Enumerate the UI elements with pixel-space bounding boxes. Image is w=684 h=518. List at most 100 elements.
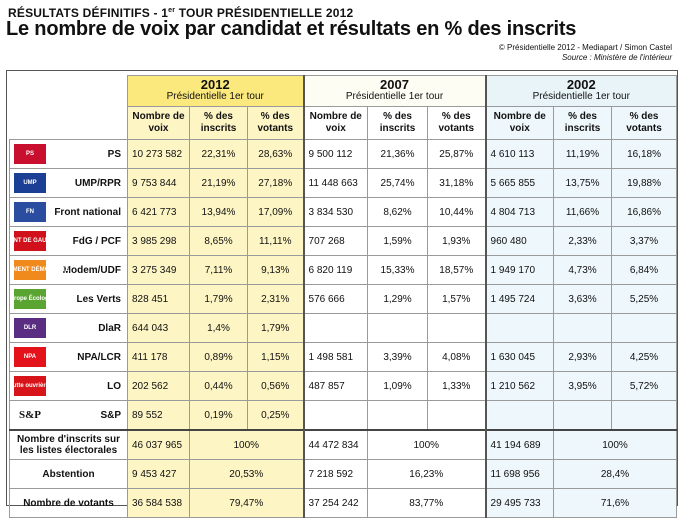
summary-votes-2012: 46 037 965 [127,429,190,460]
pct-votants-2007 [427,400,487,431]
table-row: DLR DlaR 644 043 1,4% 1,79% [9,313,678,343]
votes-2012: 202 562 [127,371,190,401]
summary-pct-2007: 83,77% [367,488,487,518]
table-row: UMP UMP/RPR 9 753 844 21,19% 27,18% 11 448 66… [9,168,678,198]
pct-votants-2007: 1,33% [427,371,487,401]
votes-2012: 3 985 298 [127,226,190,256]
summary-pct-2002: 100% [553,429,678,460]
votes-2002: 960 480 [484,226,555,256]
party-logo-icon: MOUVEMENT DÉMOCRATE [11,260,69,280]
corner-blank [10,76,128,140]
votes-2002: 5 665 855 [484,168,555,198]
pct-inscrits-2012: 7,11% [189,255,248,285]
pct-inscrits-2012: 21,19% [189,168,248,198]
pct-inscrits-2002: 11,19% [553,139,613,169]
pct-votants-2002 [611,400,678,431]
pct-votants-2012: 0,56% [246,371,305,401]
year-header-2007: 2007 Présidentielle 1er tour [302,75,487,107]
table-row: Europe Écologie Les Verts 828 451 1,79% 2,31… [9,284,678,314]
pct-votants-2007: 4,08% [427,342,487,372]
col-votes-2007: Nombre de voix [302,106,369,140]
votes-2012: 3 275 349 [127,255,190,285]
pct-votants-2002: 6,84% [611,255,678,285]
pct-inscrits-2012: 1,4% [189,313,248,343]
pct-votants-2007: 10,44% [427,197,487,227]
votes-2002: 1 495 724 [484,284,555,314]
votes-2002: 1 210 562 [484,371,555,401]
source-line: Source : Ministère de l'intérieur [561,53,672,62]
party-cell: DLR DlaR [9,313,128,343]
pct-inscrits-2002: 3,63% [553,284,613,314]
pct-votants-2002: 19,88% [611,168,678,198]
party-logo-icon: S&P [14,405,46,425]
summary-votes-2002: 41 194 689 [484,429,555,460]
party-name: LO [107,380,121,392]
pct-inscrits-2012: 22,31% [189,139,248,169]
pct-inscrits-2012: 0,44% [189,371,248,401]
pct-inscrits-2002: 3,95% [553,371,613,401]
party-name: NPA/LCR [77,351,121,363]
party-logo-icon: DLR [14,318,46,338]
pct-votants-2012: 9,13% [246,255,305,285]
pct-votants-2002: 4,25% [611,342,678,372]
summary-votes-2007: 7 218 592 [302,459,369,489]
party-cell: FN Front national [9,197,128,227]
summary-votes-2002: 29 495 733 [484,488,555,518]
party-cell: NPA NPA/LCR [9,342,128,372]
votes-2007: 9 500 112 [302,139,369,169]
pct-votants-2002: 3,37% [611,226,678,256]
votes-2007: 487 857 [302,371,369,401]
pct-inscrits-2007 [367,400,429,431]
results-body: 2012 Présidentielle 1er tour 2007 Président… [9,75,678,518]
pct-votants-2012: 0,25% [246,400,305,431]
pct-inscrits-2007: 25,74% [367,168,429,198]
pct-votants-2002 [611,313,678,343]
votes-2012: 6 421 773 [127,197,190,227]
pct-inscrits-2007: 15,33% [367,255,429,285]
party-name: S&P [100,409,121,421]
pct-inscrits-2002: 4,73% [553,255,613,285]
pct-inscrits-2002 [553,313,613,343]
party-cell: FRONT DE GAUCHE FdG / PCF [9,226,128,256]
summary-row: Nombre d'inscrits sur les listes élector… [9,429,678,460]
pct-votants-2002: 16,18% [611,139,678,169]
col-votes-2012: Nombre de voix [127,106,190,140]
pct-votants-2012: 17,09% [246,197,305,227]
votes-2012: 411 178 [127,342,190,372]
table-row: NPA NPA/LCR 411 178 0,89% 1,15% 1 498 581 3,39… [9,342,678,372]
pct-inscrits-2002: 2,93% [553,342,613,372]
pct-inscrits-2007: 8,62% [367,197,429,227]
pct-votants-2012: 28,63% [246,139,305,169]
col-votants-2007: % des votants [427,106,487,140]
pct-inscrits-2007: 1,59% [367,226,429,256]
votes-2012: 644 043 [127,313,190,343]
pct-inscrits-2012: 13,94% [189,197,248,227]
summary-votes-2007: 37 254 242 [302,488,369,518]
page-title: Le nombre de voix par candidat et résult… [6,18,577,40]
pct-inscrits-2002 [553,400,613,431]
party-logo-icon: lutte ouvrière [11,376,49,396]
pct-inscrits-2007 [367,313,429,343]
summary-votes-2007: 44 472 834 [302,429,369,460]
votes-2002 [484,400,555,431]
pct-votants-2007 [427,313,487,343]
votes-2007: 707 268 [302,226,369,256]
pct-inscrits-2002: 13,75% [553,168,613,198]
credit: © Présidentielle 2012 - Mediapart / Simo… [499,43,672,63]
summary-row: Nombre de votants 36 584 538 79,47% 37 254 … [9,488,678,518]
votes-2012: 828 451 [127,284,190,314]
year-header-2002: 2002 Présidentielle 1er tour [484,75,678,107]
summary-pct-2002: 28,4% [553,459,678,489]
table-row: S&P S&P 89 552 0,19% 0,25% [9,400,678,431]
pct-votants-2012: 1,79% [246,313,305,343]
summary-pct-2012: 79,47% [188,488,305,518]
year-header-2012: 2012 Présidentielle 1er tour [126,75,305,107]
party-cell: UMP UMP/RPR [9,168,128,198]
votes-2002: 1 630 045 [484,342,555,372]
table-row: FN Front national 6 421 773 13,94% 17,09% 3 8… [9,197,678,227]
pct-votants-2012: 1,15% [246,342,305,372]
summary-pct-2002: 71,6% [553,488,678,518]
year-label: 2002 [566,77,596,92]
